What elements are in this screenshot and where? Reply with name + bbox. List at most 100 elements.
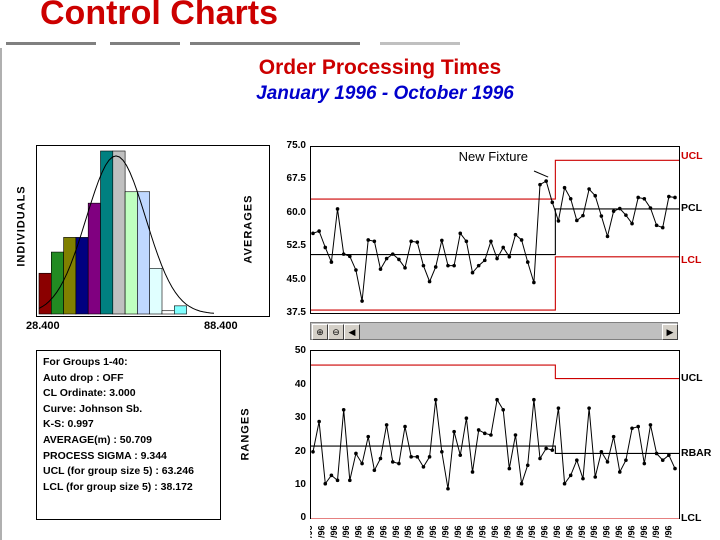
data-point	[366, 434, 371, 439]
data-point	[581, 476, 585, 481]
histogram-bar	[124, 191, 138, 315]
x-tick-label: /96	[453, 525, 463, 538]
x-tick-label: /96	[589, 525, 599, 538]
data-point	[372, 239, 377, 244]
data-point	[556, 406, 561, 410]
data-point	[378, 456, 383, 461]
data-point	[390, 252, 395, 256]
x-tick-label: /96	[416, 525, 426, 538]
x-tick-label: /96	[354, 525, 364, 538]
data-point	[452, 263, 456, 268]
data-point	[427, 279, 432, 284]
data-point	[415, 240, 420, 244]
data-point	[611, 434, 616, 439]
histogram-min-label: 28.400	[26, 320, 60, 332]
data-point	[568, 473, 573, 478]
x-tick-label: /96	[428, 525, 438, 538]
x-tick-label: /96	[329, 525, 339, 538]
control-limit-ucl	[311, 364, 679, 380]
stat-line: K-S: 0.997	[43, 418, 94, 431]
data-point	[470, 470, 475, 474]
data-point	[470, 270, 475, 275]
data-point	[440, 238, 444, 243]
toolbar-divider	[110, 42, 180, 45]
ranges-lcl-label: LCL	[681, 512, 702, 524]
x-tick-label: /96	[310, 525, 314, 538]
data-point	[532, 397, 536, 402]
data-point	[562, 481, 567, 486]
ranges-y-tick: 30	[294, 412, 306, 423]
data-point	[427, 455, 432, 459]
ranges-ucl-label: UCL	[681, 372, 703, 384]
data-point	[348, 478, 352, 483]
x-tick-label: /96	[378, 525, 388, 538]
x-tick-label: /96	[440, 525, 450, 538]
data-point	[538, 182, 542, 187]
data-point	[630, 426, 634, 431]
x-tick-label: /96	[639, 525, 649, 538]
data-point	[384, 423, 389, 427]
toolbar-divider	[6, 42, 96, 45]
data-point	[329, 260, 334, 264]
x-tick-label: /96	[391, 525, 401, 538]
data-point	[617, 206, 622, 211]
data-point	[464, 416, 469, 420]
data-point	[354, 451, 358, 456]
histogram-panel	[36, 145, 270, 317]
data-point	[636, 424, 640, 429]
control-limit-pcl	[311, 208, 679, 256]
data-point	[433, 397, 438, 402]
data-point	[446, 263, 450, 268]
x-tick-label: /96	[664, 525, 674, 538]
data-point	[605, 460, 610, 464]
data-point	[464, 239, 469, 244]
data-point	[624, 213, 628, 217]
data-point	[501, 408, 506, 412]
ranges-rbar-label: RBAR	[681, 447, 712, 459]
x-tick-label: /96	[626, 525, 636, 538]
data-line	[312, 398, 676, 489]
data-point	[648, 423, 653, 427]
scroll-right-icon[interactable]: ▶	[662, 324, 678, 340]
data-point	[378, 267, 383, 271]
x-tick-label: /96	[502, 525, 512, 538]
data-point	[556, 219, 561, 223]
zoom-in-icon[interactable]: ⊕	[312, 324, 328, 340]
stat-line: LCL (for group size 5) : 38.172	[43, 480, 193, 493]
data-point	[550, 200, 555, 205]
chart-title: Order Processing Times	[258, 56, 502, 79]
data-point	[673, 466, 677, 471]
data-point	[667, 194, 671, 199]
data-point	[397, 257, 401, 262]
x-tick-label: /96	[651, 525, 661, 538]
averages-y-tick: 45.0	[286, 274, 306, 285]
scroll-left-icon[interactable]: ◀	[344, 324, 360, 340]
data-point	[403, 266, 407, 270]
stat-line: UCL (for group size 5) : 63.246	[43, 465, 194, 478]
x-tick-label: /96	[478, 525, 488, 538]
data-point	[654, 451, 659, 456]
histogram-bar	[149, 268, 163, 315]
histogram-bar	[87, 202, 101, 315]
data-point	[507, 466, 512, 471]
data-point	[311, 231, 315, 236]
fitted-curve	[38, 155, 215, 314]
data-point	[317, 229, 321, 233]
data-point	[642, 196, 647, 201]
data-point	[354, 268, 358, 272]
data-point	[360, 299, 364, 303]
data-point	[440, 450, 444, 454]
data-point	[317, 419, 321, 424]
averages-ucl-label: UCL	[681, 150, 703, 162]
zoom-out-icon[interactable]: ⊖	[328, 324, 344, 340]
x-tick-label: /96	[341, 525, 351, 538]
data-point	[611, 209, 616, 213]
histogram-max-label: 88.400	[204, 320, 238, 332]
data-point	[323, 481, 328, 486]
stat-line: Auto drop : OFF	[43, 371, 124, 384]
horizontal-scrollbar[interactable]: ⊕ ⊖ ◀ ▶	[310, 322, 678, 340]
stat-line: AVERAGE(m) : 50.709	[43, 433, 152, 446]
ranges-axis-label: RANGES	[239, 407, 252, 461]
data-point	[323, 245, 328, 250]
control-limit-lcl	[311, 256, 679, 311]
